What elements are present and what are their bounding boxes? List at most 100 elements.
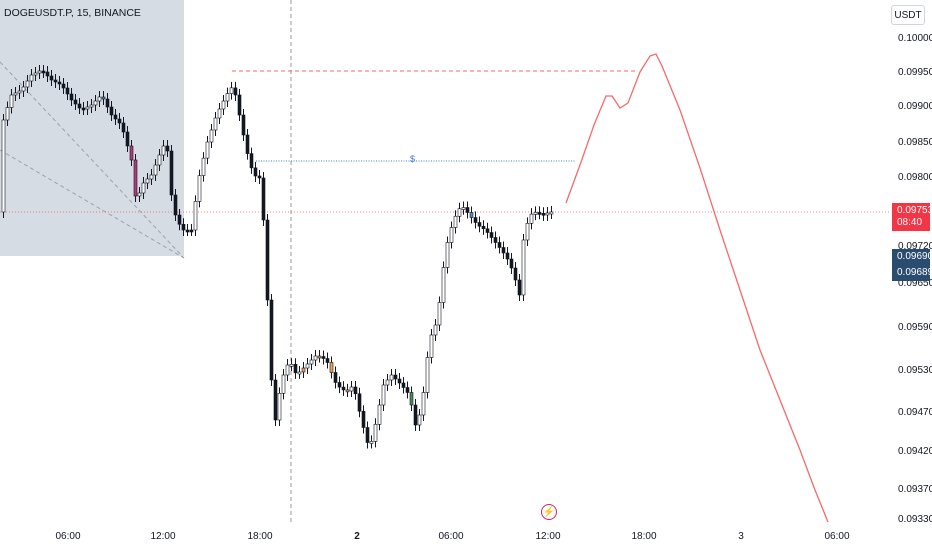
candle (193, 201, 198, 231)
candle (197, 175, 202, 202)
candle (253, 167, 258, 177)
time-axis-label: 06:00 (824, 531, 850, 542)
candle (433, 324, 438, 336)
candle (369, 441, 374, 444)
candle (73, 99, 78, 105)
candle (41, 70, 46, 74)
candle (149, 174, 154, 180)
candle (381, 384, 386, 406)
candle (277, 393, 282, 421)
time-axis-label: 06:00 (55, 531, 81, 542)
candle (405, 387, 410, 393)
candle (9, 94, 14, 108)
price-axis-label: 0.09650 (898, 278, 932, 289)
candle (481, 225, 486, 230)
price-axis-label: 0.09590 (898, 322, 932, 333)
candle (201, 157, 206, 176)
candle (153, 164, 158, 176)
currency-selector[interactable]: USDT (891, 5, 925, 25)
trend-line-dashed (0, 149, 185, 259)
candle (189, 229, 194, 233)
candle (85, 106, 90, 110)
candle (521, 239, 526, 296)
candle (313, 355, 318, 361)
candle (125, 131, 130, 147)
price-axis-label: 0.09720 (898, 241, 932, 252)
candle (301, 367, 306, 373)
candle (309, 359, 314, 365)
candle (493, 237, 498, 243)
candle (533, 212, 538, 215)
candle (385, 379, 390, 386)
candle (133, 159, 138, 197)
candle (273, 379, 278, 421)
candle (241, 114, 246, 136)
candle (1, 119, 6, 213)
candle (101, 96, 106, 100)
time-axis-label: 12:00 (150, 531, 176, 542)
dollar-marker[interactable]: $ (410, 154, 416, 164)
candle (357, 393, 362, 412)
candle (505, 252, 510, 260)
candle (21, 86, 26, 92)
time-axis-label: 2 (354, 531, 360, 542)
candle (229, 87, 234, 94)
price-axis-label: 0.09420 (898, 446, 932, 457)
candle (477, 222, 482, 227)
candle (69, 93, 74, 101)
candle (373, 423, 378, 442)
candle (225, 93, 230, 102)
candle (485, 228, 490, 233)
candle (137, 192, 142, 197)
candle (165, 145, 170, 152)
candle (145, 178, 150, 184)
candle (469, 212, 474, 218)
candle (365, 427, 370, 443)
candle (317, 355, 322, 359)
candle (341, 386, 346, 391)
candle (93, 100, 98, 106)
candle (237, 94, 242, 116)
candle (293, 363, 298, 374)
time-axis-label: 06:00 (438, 531, 464, 542)
candle (497, 242, 502, 248)
candle (233, 87, 238, 96)
last-price-tag: 0.09753 08:40 (892, 203, 932, 231)
time-axis-label: 18:00 (247, 531, 273, 542)
candle (217, 108, 222, 119)
candle (113, 114, 118, 120)
candle (537, 212, 542, 215)
time-axis-label: 12:00 (535, 531, 561, 542)
candle (177, 214, 182, 225)
candle (489, 232, 494, 238)
candle (61, 83, 66, 89)
bar-countdown: 08:40 (897, 217, 923, 228)
projection-path (565, 53, 829, 523)
candle (473, 217, 478, 223)
lightning-icon[interactable]: ⚡ (541, 504, 557, 520)
price-tag: 0.09689 (892, 265, 932, 281)
candle (97, 96, 102, 102)
candle (169, 150, 174, 196)
candle (509, 258, 514, 269)
candle (29, 74, 34, 82)
candle (141, 182, 146, 194)
candle (397, 378, 402, 384)
candle (13, 92, 18, 96)
candle (109, 106, 114, 116)
candle (425, 357, 430, 393)
candle (25, 80, 30, 88)
candle (445, 242, 450, 268)
candle (449, 227, 454, 243)
trend-line-dashed (0, 61, 185, 259)
time-axis-label: 18:00 (631, 531, 657, 542)
candle (401, 382, 406, 388)
candle (281, 374, 286, 394)
candle (465, 207, 470, 213)
candle (441, 267, 446, 303)
price-axis-label: 0.10000 (898, 33, 932, 44)
price-axis-label: 0.09370 (898, 484, 932, 495)
candle (457, 208, 462, 217)
candle (185, 229, 190, 233)
